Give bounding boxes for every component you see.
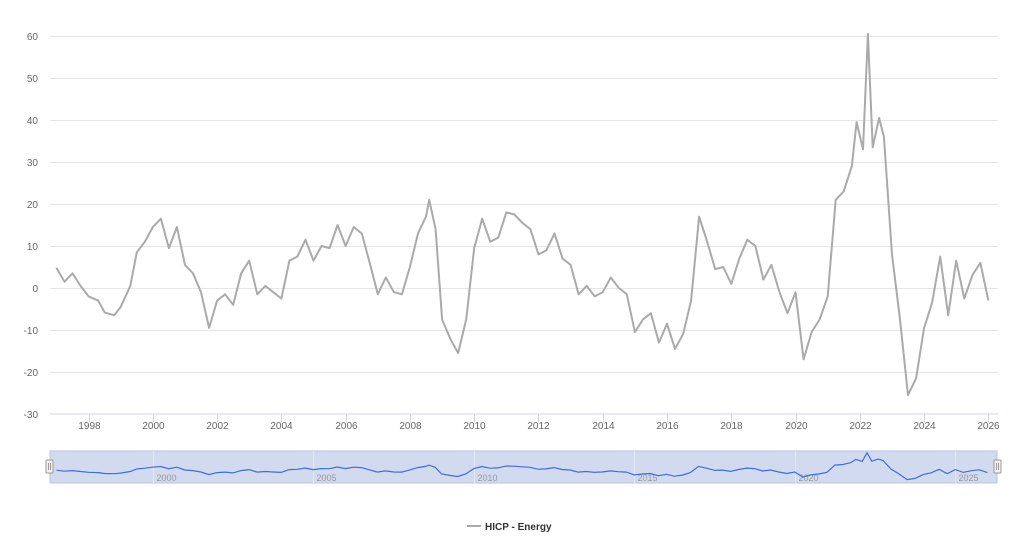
navigator-series-line (56, 451, 988, 481)
x-tick-label: 2022 (849, 421, 872, 432)
y-tick-label: -30 (24, 410, 39, 421)
y-tick-label: 20 (27, 200, 39, 211)
x-tick-label: 2016 (656, 421, 679, 432)
x-tick-label: 2018 (720, 421, 743, 432)
y-tick-label: 60 (27, 32, 39, 43)
navigator-handle-left[interactable] (45, 459, 54, 474)
legend[interactable]: HICP - Energy (467, 522, 552, 533)
y-tick-label: 50 (27, 74, 39, 85)
series-line-hicp-energy[interactable] (55, 32, 990, 397)
y-tick-label: -10 (24, 326, 39, 337)
legend-label[interactable]: HICP - Energy (485, 522, 552, 533)
y-tick-label: 30 (27, 158, 39, 169)
x-axis-ticks: 1998 2000 2002 2004 2006 2008 2010 2012 2014 2016… (78, 414, 1000, 432)
x-tick-label: 2024 (913, 421, 936, 432)
navigator-tick-label: 2025 (959, 473, 979, 483)
x-tick-label: 2014 (592, 421, 615, 432)
navigator-tick-label: 2015 (638, 473, 658, 483)
x-tick-label: 2004 (270, 421, 293, 432)
navigator-series (56, 451, 988, 481)
navigator-tick-label: 2020 (799, 473, 819, 483)
plot-area (55, 32, 990, 397)
navigator-labels: 2000 2005 2010 2015 2020 2025 (153, 451, 979, 483)
x-tick-label: 2026 (977, 421, 1000, 432)
x-tick-label: 2002 (206, 421, 229, 432)
y-tick-label: 0 (32, 284, 38, 295)
y-tick-label: 40 (27, 116, 39, 127)
y-axis-ticks: 60 50 40 30 20 10 0 -10 -20 -30 (24, 32, 39, 421)
grid-lines (50, 36, 998, 373)
x-tick-label: 2008 (399, 421, 422, 432)
navigator-tick-label: 2010 (478, 473, 498, 483)
y-tick-label: 10 (27, 242, 39, 253)
x-tick-label: 2006 (335, 421, 358, 432)
navigator-handle-right[interactable] (993, 459, 1002, 474)
y-tick-label: -20 (24, 368, 39, 379)
x-tick-label: 2000 (142, 421, 165, 432)
x-tick-label: 1998 (78, 421, 101, 432)
x-tick-label: 2020 (785, 421, 808, 432)
navigator[interactable]: 2000 2005 2010 2015 2020 2025 (45, 450, 1002, 484)
x-tick-label: 2012 (527, 421, 550, 432)
navigator-tick-label: 2000 (157, 473, 177, 483)
navigator-tick-label: 2005 (317, 473, 337, 483)
x-tick-label: 2010 (463, 421, 486, 432)
